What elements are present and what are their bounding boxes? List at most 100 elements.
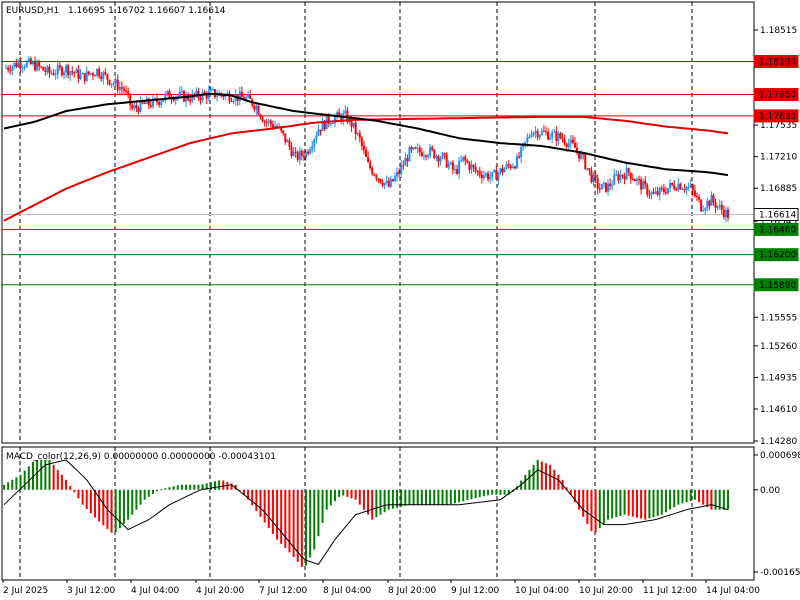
candle-bear — [350, 117, 353, 127]
candle-bull — [36, 62, 39, 71]
candle-bear — [240, 91, 243, 98]
candle-bear — [346, 110, 349, 123]
price-pane[interactable] — [1, 1, 755, 444]
macd-bar — [139, 489, 142, 505]
candle-bear — [501, 168, 504, 173]
candle-bull — [400, 165, 403, 174]
macd-bar — [94, 489, 97, 518]
candle-bull — [81, 73, 84, 75]
candle-bear — [125, 90, 128, 92]
candle-bear — [129, 93, 132, 105]
macd-bar — [329, 489, 332, 506]
candle-bear — [377, 178, 380, 180]
fast-moving-average — [3, 92, 729, 177]
macd-bar — [429, 489, 432, 505]
level-tag — [753, 278, 799, 292]
candle-bear — [265, 121, 268, 123]
macd-bar — [420, 489, 423, 505]
candle-bull — [449, 162, 452, 164]
macd-bar — [391, 489, 394, 509]
candle-bull — [178, 91, 181, 96]
macd-bar — [11, 479, 14, 490]
candle-bear — [48, 66, 51, 74]
candle-bear — [575, 147, 578, 152]
candle-bear — [71, 71, 74, 73]
time-tick-label: 10 Jul 04:00 — [515, 586, 569, 596]
candle-bull — [551, 132, 554, 138]
macd-bar — [449, 489, 452, 505]
candle-bull — [162, 99, 165, 102]
macd-bar — [143, 489, 146, 500]
candle-bear — [143, 103, 146, 105]
candle-bull — [298, 150, 301, 160]
macd-pane[interactable] — [1, 446, 755, 581]
price-tick-label: 1.16885 — [760, 184, 797, 194]
macd-bar — [383, 489, 386, 513]
candle-bear — [60, 67, 63, 76]
candle-bear — [327, 116, 330, 124]
macd-bar — [669, 489, 672, 510]
macd-bar — [114, 489, 117, 533]
candle-bear — [100, 76, 103, 80]
macd-bar — [135, 489, 138, 510]
macd-bar — [664, 489, 667, 513]
candle-bear — [652, 192, 655, 194]
candle-bull — [439, 158, 442, 162]
candle-bear — [451, 162, 454, 170]
price-pane-frame — [1, 1, 755, 444]
macd-bar — [247, 489, 250, 500]
candle-bear — [573, 142, 576, 148]
macd-bar — [553, 469, 556, 490]
level-tag — [753, 55, 799, 69]
candle-bear — [205, 93, 208, 99]
price-axis: 1.18515 1.18190 1.17850 1.17535 1.17210 1.168… — [753, 26, 799, 447]
candle-bull — [79, 74, 82, 79]
macd-bar — [280, 489, 283, 544]
candle-bear — [544, 131, 547, 133]
macd-bar — [259, 489, 262, 517]
candle-bear — [91, 73, 94, 76]
candle-bull — [567, 143, 570, 148]
candle-bull — [352, 122, 355, 127]
macd-tick-label: 0.00 — [760, 486, 780, 496]
candle-bull — [710, 195, 713, 206]
candle-bear — [633, 179, 636, 182]
candle-bull — [46, 66, 49, 73]
candle-bull — [607, 183, 610, 192]
macd-bar — [607, 489, 610, 520]
candle-bear — [664, 191, 667, 194]
candle-bull — [499, 168, 502, 174]
candle-bull — [166, 90, 169, 94]
candle-bull — [642, 181, 645, 190]
candle-bear — [698, 196, 701, 200]
macd-bar — [710, 489, 713, 510]
candle-bear — [598, 188, 601, 190]
candle-bull — [75, 69, 78, 74]
level-tag-label: 1.16200 — [759, 251, 796, 261]
candle-bear — [640, 179, 643, 190]
candle-bear — [147, 98, 150, 106]
candle-bear — [77, 69, 80, 79]
candle-bear — [122, 88, 125, 91]
candle-bull — [329, 123, 332, 125]
candle-bear — [261, 117, 264, 122]
candle-bull — [333, 117, 336, 124]
candle-bull — [180, 91, 183, 93]
macd-bar — [238, 489, 241, 491]
macd-bar — [189, 484, 192, 490]
macd-bar — [648, 489, 651, 519]
macd-bar — [73, 489, 76, 493]
candle-bear — [282, 130, 285, 134]
candle-bear — [406, 158, 409, 162]
candle-bull — [96, 68, 99, 76]
candle-bull — [540, 130, 543, 136]
candle-bear — [365, 149, 367, 157]
candle-bear — [478, 171, 481, 176]
macd-bar — [371, 489, 374, 520]
candle-bull — [526, 137, 529, 142]
candle-bear — [609, 183, 612, 187]
candle-bull — [491, 172, 494, 177]
candle-bear — [398, 171, 401, 174]
candle-bull — [493, 170, 496, 173]
